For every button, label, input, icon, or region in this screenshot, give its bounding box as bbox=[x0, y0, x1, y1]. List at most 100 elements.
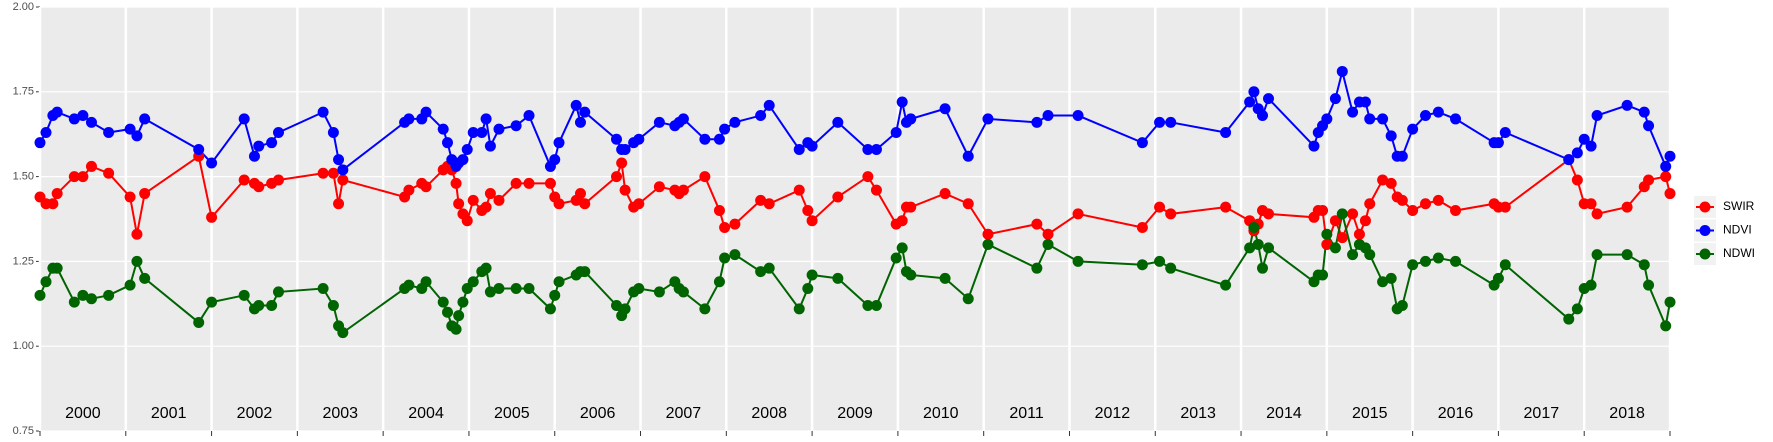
data-point bbox=[611, 299, 623, 311]
data-point bbox=[1563, 154, 1575, 166]
data-point bbox=[633, 133, 645, 145]
data-point bbox=[982, 113, 994, 125]
data-point bbox=[131, 228, 143, 240]
data-point bbox=[457, 296, 469, 308]
data-point bbox=[476, 127, 488, 139]
data-point bbox=[103, 167, 115, 179]
data-point bbox=[896, 242, 908, 254]
data-point bbox=[579, 266, 591, 278]
data-point bbox=[103, 289, 115, 301]
year-label: 2013 bbox=[1180, 405, 1216, 422]
data-point bbox=[1329, 242, 1341, 254]
data-point bbox=[1317, 269, 1329, 281]
data-point bbox=[982, 238, 994, 250]
data-point bbox=[85, 293, 97, 305]
data-point bbox=[633, 283, 645, 295]
data-point bbox=[806, 140, 818, 152]
data-point bbox=[1252, 238, 1264, 250]
data-point bbox=[437, 123, 449, 135]
data-point bbox=[1364, 198, 1376, 210]
data-point bbox=[755, 266, 767, 278]
data-point bbox=[1407, 259, 1419, 271]
data-point bbox=[272, 286, 284, 298]
y-tick-label: 2.00 bbox=[13, 1, 34, 13]
data-point bbox=[939, 188, 951, 200]
data-point bbox=[1321, 228, 1333, 240]
data-point bbox=[699, 133, 711, 145]
data-point bbox=[510, 283, 522, 295]
data-point bbox=[862, 171, 874, 183]
data-point bbox=[1585, 198, 1597, 210]
data-point bbox=[1660, 171, 1672, 183]
data-point bbox=[493, 123, 505, 135]
data-point bbox=[124, 191, 136, 203]
data-point bbox=[327, 299, 339, 311]
data-point bbox=[1385, 272, 1397, 284]
data-point bbox=[450, 323, 462, 335]
data-point bbox=[1621, 99, 1633, 111]
year-label: 2016 bbox=[1438, 405, 1474, 422]
data-point bbox=[337, 174, 349, 186]
data-point bbox=[1336, 208, 1348, 220]
data-point bbox=[206, 211, 218, 223]
data-point bbox=[51, 106, 63, 118]
data-point bbox=[1638, 106, 1650, 118]
y-tick-label: 1.25 bbox=[13, 255, 34, 267]
data-point bbox=[1359, 96, 1371, 108]
data-point bbox=[47, 198, 59, 210]
data-point bbox=[1571, 174, 1583, 186]
data-point bbox=[40, 276, 52, 288]
data-point bbox=[677, 286, 689, 298]
data-point bbox=[579, 106, 591, 118]
data-point bbox=[1154, 201, 1166, 213]
data-point bbox=[1396, 194, 1408, 206]
data-point bbox=[1317, 205, 1329, 217]
data-point bbox=[1571, 147, 1583, 159]
data-point bbox=[1336, 65, 1348, 77]
data-point bbox=[467, 276, 479, 288]
data-point bbox=[467, 194, 479, 206]
data-point bbox=[139, 188, 151, 200]
data-point bbox=[1136, 221, 1148, 233]
data-point bbox=[802, 205, 814, 217]
data-point bbox=[1072, 110, 1084, 122]
data-point bbox=[1336, 232, 1348, 244]
data-point bbox=[85, 116, 97, 128]
data-point bbox=[890, 127, 902, 139]
data-point bbox=[549, 289, 561, 301]
data-point bbox=[1347, 106, 1359, 118]
data-point bbox=[337, 327, 349, 339]
data-point bbox=[1499, 201, 1511, 213]
data-point bbox=[403, 184, 415, 196]
data-point bbox=[1377, 113, 1389, 125]
data-point bbox=[806, 215, 818, 227]
data-point bbox=[1154, 116, 1166, 128]
data-point bbox=[713, 133, 725, 145]
data-point bbox=[1263, 208, 1275, 220]
data-point bbox=[493, 194, 505, 206]
year-label: 2004 bbox=[408, 405, 444, 422]
data-point bbox=[763, 99, 775, 111]
y-tick-label: 1.50 bbox=[13, 171, 34, 183]
data-point bbox=[896, 96, 908, 108]
data-point bbox=[1377, 276, 1389, 288]
data-point bbox=[139, 272, 151, 284]
data-point bbox=[1347, 208, 1359, 220]
legend-marker bbox=[1699, 201, 1711, 213]
data-point bbox=[1244, 242, 1256, 254]
data-point bbox=[420, 181, 432, 193]
data-point bbox=[1136, 137, 1148, 149]
data-point bbox=[905, 113, 917, 125]
data-point bbox=[570, 99, 582, 111]
data-point bbox=[510, 120, 522, 132]
data-point bbox=[131, 130, 143, 142]
data-point bbox=[1660, 320, 1672, 332]
data-point bbox=[420, 106, 432, 118]
data-point bbox=[131, 255, 143, 267]
data-point bbox=[677, 113, 689, 125]
data-point bbox=[802, 283, 814, 295]
data-point bbox=[1664, 188, 1676, 200]
data-point bbox=[523, 110, 535, 122]
data-point bbox=[317, 106, 329, 118]
